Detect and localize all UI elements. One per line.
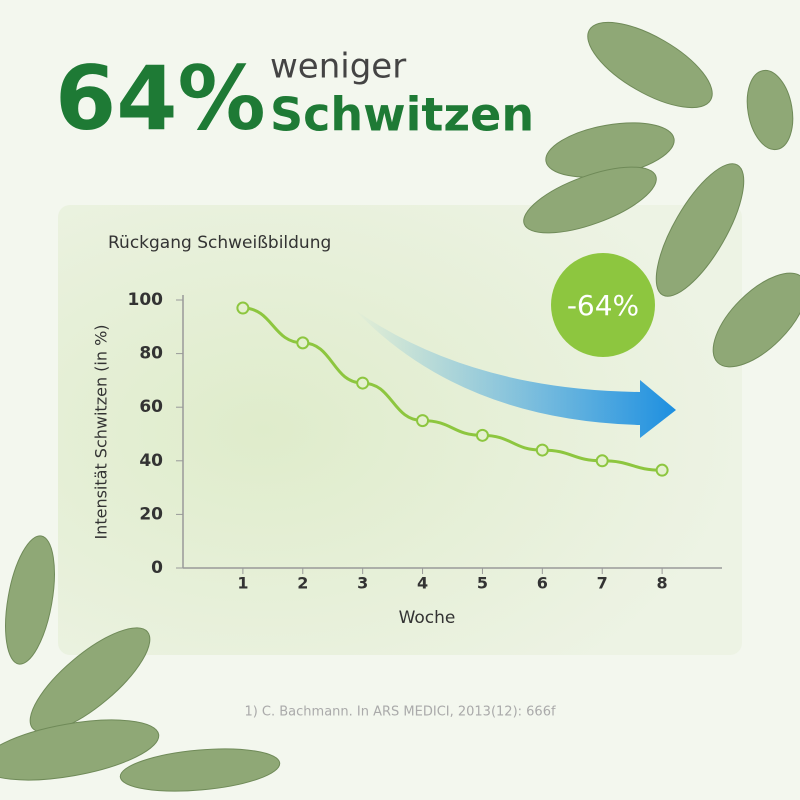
x-tick-label: 1 <box>237 574 248 593</box>
x-axis-label: Woche <box>399 608 456 628</box>
data-point <box>475 428 489 442</box>
y-tick-label: 60 <box>139 397 163 417</box>
y-tick-label: 100 <box>128 290 164 310</box>
x-tick-label: 7 <box>597 574 608 593</box>
badge-label: -64% <box>567 289 639 322</box>
y-axis-label: Intensität Schwitzen (in %) <box>92 324 111 539</box>
badge <box>551 253 655 357</box>
headline-figure: 64% <box>55 47 266 150</box>
x-tick-label: 8 <box>657 574 668 593</box>
x-tick-label: 4 <box>417 574 428 593</box>
data-point <box>356 376 370 390</box>
y-tick-label: 40 <box>139 451 163 471</box>
headline-line1: weniger <box>270 47 406 87</box>
data-point <box>296 336 310 350</box>
chart-title: Rückgang Schweißbildung <box>108 233 331 253</box>
trend-arrow <box>355 310 676 438</box>
x-tick-label: 5 <box>477 574 488 593</box>
data-point <box>416 414 430 428</box>
leaves <box>0 21 800 792</box>
x-tick-label: 3 <box>357 574 368 593</box>
data-point <box>595 454 609 468</box>
headline-line2: Schwitzen <box>270 88 534 142</box>
y-tick-label: 20 <box>139 504 163 524</box>
y-tick-label: 80 <box>139 344 163 364</box>
x-tick-label: 6 <box>537 574 548 593</box>
y-tick-label: 0 <box>151 558 163 578</box>
data-point <box>236 301 250 315</box>
footnote: 1) C. Bachmann. In ARS MEDICI, 2013(12):… <box>244 705 556 720</box>
data-point <box>655 463 669 477</box>
x-tick-label: 2 <box>297 574 308 593</box>
data-point <box>535 443 549 457</box>
